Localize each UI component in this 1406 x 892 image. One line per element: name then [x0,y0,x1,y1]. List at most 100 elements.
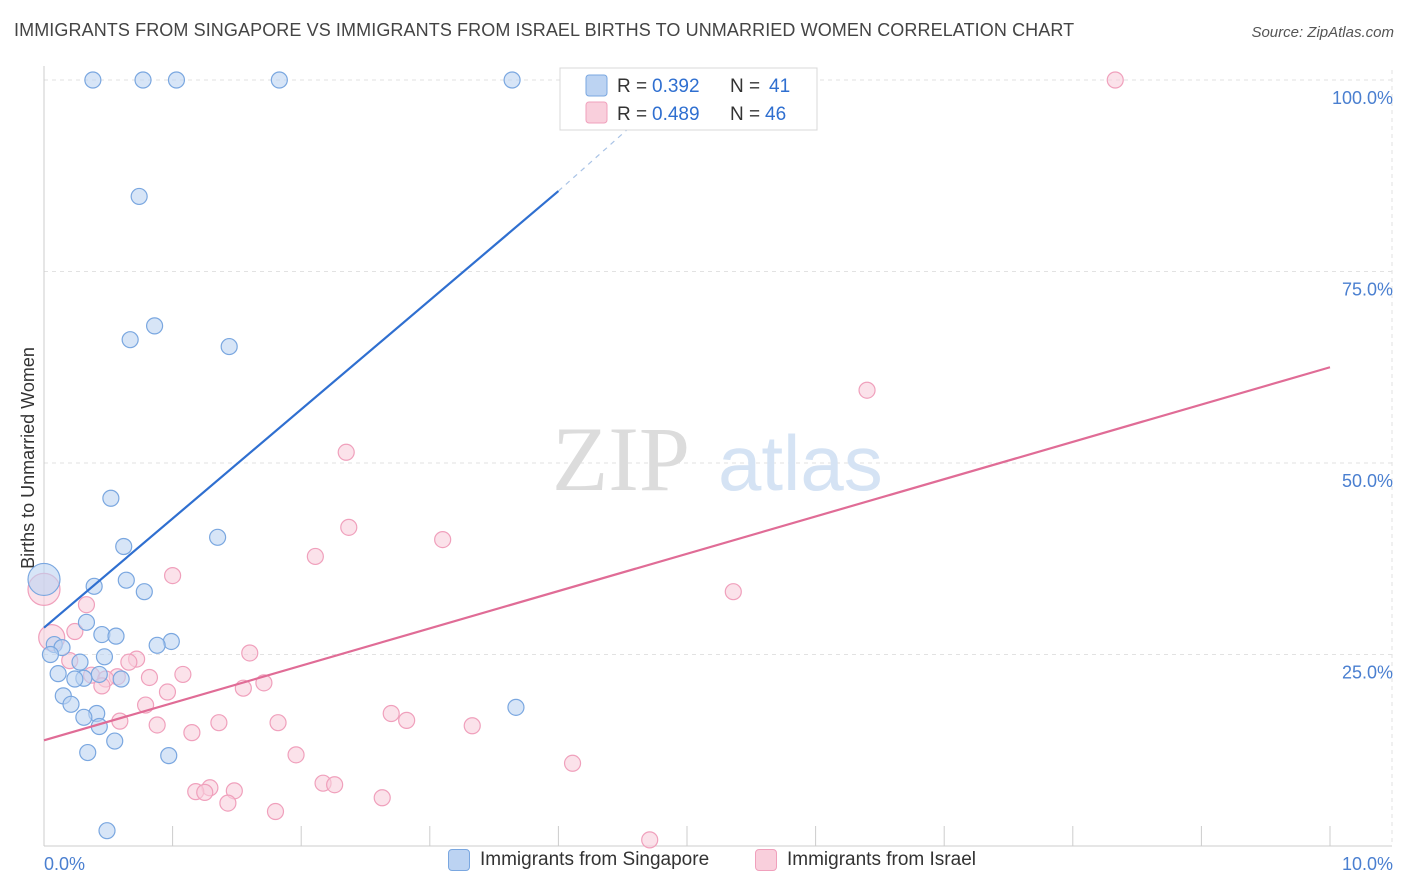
point-singapore-39 [160,747,178,765]
point-singapore-37 [106,732,124,750]
legend-r-label-singapore: R = [617,76,647,97]
legend-swatch-israel [585,101,608,124]
point-singapore-5 [130,187,148,206]
point-singapore-10 [209,528,227,546]
point-israel-6 [164,567,182,585]
legend-item-singapore[interactable]: Immigrants from Singapore [448,849,709,871]
point-singapore-9 [102,489,120,507]
point-singapore-4 [503,71,521,89]
series-israel-points [27,71,1124,849]
point-singapore-2 [167,71,186,89]
point-singapore-3 [270,71,288,89]
point-israel-41 [196,783,214,801]
chart-title: IMMIGRANTS FROM SINGAPORE VS IMMIGRANTS … [14,20,1075,40]
point-israel-29 [210,714,228,732]
point-israel-22 [255,674,273,692]
point-singapore-23 [41,645,60,664]
y-tick-label-50: 50.0% [1342,471,1393,491]
legend-r-singapore: 0.392 [652,76,700,97]
y-tick-labels: 25.0% 50.0% 75.0% 100.0% [1332,88,1393,683]
trendline-israel [43,366,1331,742]
trendline-singapore [43,190,560,629]
point-israel-0 [1106,71,1124,89]
point-israel-1 [858,381,876,399]
point-singapore-15 [27,562,61,597]
point-israel-16 [174,665,192,684]
x-tick-labels: 0.0% 10.0% [44,854,1393,874]
y-tick-label-100: 100.0% [1332,88,1393,108]
point-singapore-40 [98,822,116,840]
legend-r-israel: 0.489 [652,104,700,125]
gridlines [44,70,1393,846]
y-axis-label: Births to Unmarried Women [18,347,38,569]
point-singapore-26 [49,665,67,683]
point-israel-31 [148,716,166,734]
point-singapore-1 [134,71,152,89]
point-israel-26 [382,704,400,723]
point-israel-32 [463,717,481,735]
point-israel-12 [241,644,259,662]
y-tick-label-75: 75.0% [1342,280,1393,300]
legend-n-label-singapore: N = [730,76,760,97]
point-israel-20 [140,668,159,687]
point-israel-30 [269,714,287,732]
point-singapore-33 [507,698,525,716]
legend-n-label-israel: N = [730,104,760,125]
series-singapore-points [27,71,525,840]
point-israel-3 [340,518,358,536]
point-israel-42 [373,789,391,807]
x-tick-label-10: 10.0% [1342,854,1393,874]
point-singapore-29 [112,670,130,688]
legend-r-label-israel: R = [617,104,647,125]
point-israel-24 [158,683,177,701]
point-singapore-38 [79,743,97,762]
legend-label-israel: Immigrants from Israel [787,849,976,870]
point-israel-5 [306,547,324,566]
point-singapore-11 [115,537,133,556]
point-israel-9 [77,596,96,614]
point-israel-14 [120,653,138,671]
point-israel-37 [326,776,344,794]
legend-bottom: Immigrants from Singapore Immigrants fro… [0,849,1406,879]
point-israel-33 [183,724,201,742]
legend-top: R = 0.392 N = 41 R = 0.489 N = 46 [559,67,818,131]
point-singapore-6 [145,317,164,335]
point-singapore-8 [220,337,238,356]
point-israel-44 [266,802,285,821]
legend-swatch-singapore-bottom [448,849,470,871]
point-singapore-14 [135,583,153,601]
point-singapore-30 [66,670,84,688]
legend-swatch-israel-bottom [755,849,777,871]
point-israel-43 [219,794,237,812]
watermark: ZIP atlas [552,408,883,510]
legend-n-israel: 46 [765,104,786,125]
point-singapore-24 [95,648,114,666]
point-singapore-32 [62,695,80,713]
watermark-zip: ZIP [552,408,690,510]
point-israel-45 [641,831,659,849]
watermark-atlas: atlas [718,419,883,507]
axes [43,66,1392,847]
point-singapore-19 [162,632,180,651]
trendline-singapore-extension [558,121,636,192]
point-singapore-16 [77,613,96,631]
point-israel-27 [398,711,416,729]
trend-lines [43,121,1331,742]
point-israel-35 [563,754,582,772]
legend-item-israel[interactable]: Immigrants from Israel [755,849,976,871]
point-singapore-0 [84,71,102,89]
point-singapore-17 [93,625,111,644]
x-tick-label-0: 0.0% [44,854,85,874]
point-singapore-20 [148,636,166,654]
point-singapore-7 [121,331,139,349]
point-singapore-12 [117,571,135,589]
y-tick-label-25: 25.0% [1342,663,1393,683]
legend-swatch-singapore [585,74,608,97]
legend-n-singapore: 41 [769,76,790,97]
legend-label-singapore: Immigrants from Singapore [480,849,710,870]
point-singapore-25 [71,653,89,671]
point-singapore-35 [75,708,93,726]
point-israel-2 [337,443,355,461]
point-israel-7 [724,583,742,601]
